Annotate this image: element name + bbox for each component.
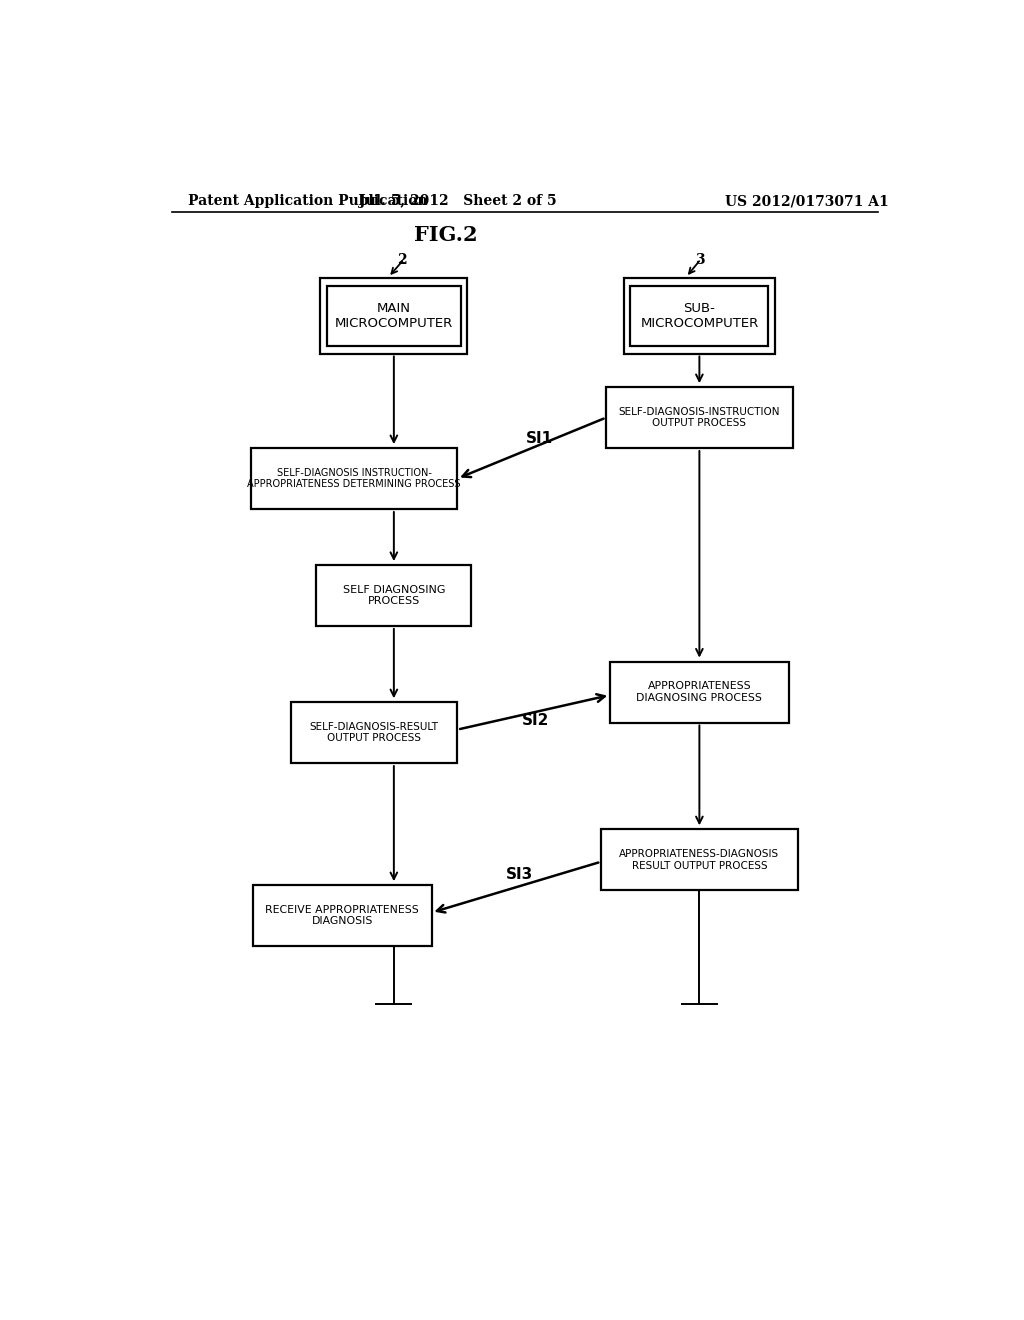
Text: 3: 3 xyxy=(694,253,705,267)
Text: SELF-DIAGNOSIS INSTRUCTION-
APPROPRIATENESS DETERMINING PROCESS: SELF-DIAGNOSIS INSTRUCTION- APPROPRIATEN… xyxy=(248,467,461,490)
Text: Patent Application Publication: Patent Application Publication xyxy=(187,194,427,209)
Text: APPROPRIATENESS
DIAGNOSING PROCESS: APPROPRIATENESS DIAGNOSING PROCESS xyxy=(637,681,762,702)
Bar xyxy=(321,277,467,354)
Text: SI2: SI2 xyxy=(521,713,549,727)
Text: APPROPRIATENESS-DIAGNOSIS
RESULT OUTPUT PROCESS: APPROPRIATENESS-DIAGNOSIS RESULT OUTPUT … xyxy=(620,849,779,870)
Text: SELF-DIAGNOSIS-RESULT
OUTPUT PROCESS: SELF-DIAGNOSIS-RESULT OUTPUT PROCESS xyxy=(309,722,438,743)
Text: SUB-
MICROCOMPUTER: SUB- MICROCOMPUTER xyxy=(640,302,759,330)
Text: US 2012/0173071 A1: US 2012/0173071 A1 xyxy=(725,194,889,209)
Bar xyxy=(606,387,793,447)
Text: RECEIVE APPROPRIATENESS
DIAGNOSIS: RECEIVE APPROPRIATENESS DIAGNOSIS xyxy=(265,904,419,927)
Bar xyxy=(631,286,768,346)
Text: SELF-DIAGNOSIS-INSTRUCTION
OUTPUT PROCESS: SELF-DIAGNOSIS-INSTRUCTION OUTPUT PROCES… xyxy=(618,407,780,429)
Text: Jul. 5, 2012   Sheet 2 of 5: Jul. 5, 2012 Sheet 2 of 5 xyxy=(358,194,556,209)
Bar xyxy=(291,702,458,763)
Bar xyxy=(251,447,458,510)
Bar xyxy=(327,286,461,346)
Text: SI3: SI3 xyxy=(506,867,532,883)
Bar xyxy=(316,565,471,626)
Bar xyxy=(601,829,798,890)
Text: FIG.2: FIG.2 xyxy=(414,224,477,244)
Text: MAIN
MICROCOMPUTER: MAIN MICROCOMPUTER xyxy=(335,302,453,330)
Text: 2: 2 xyxy=(397,253,407,267)
Bar xyxy=(253,886,431,946)
Bar xyxy=(624,277,775,354)
Text: SI1: SI1 xyxy=(525,432,553,446)
Bar xyxy=(610,661,788,722)
Text: SELF DIAGNOSING
PROCESS: SELF DIAGNOSING PROCESS xyxy=(343,585,445,606)
